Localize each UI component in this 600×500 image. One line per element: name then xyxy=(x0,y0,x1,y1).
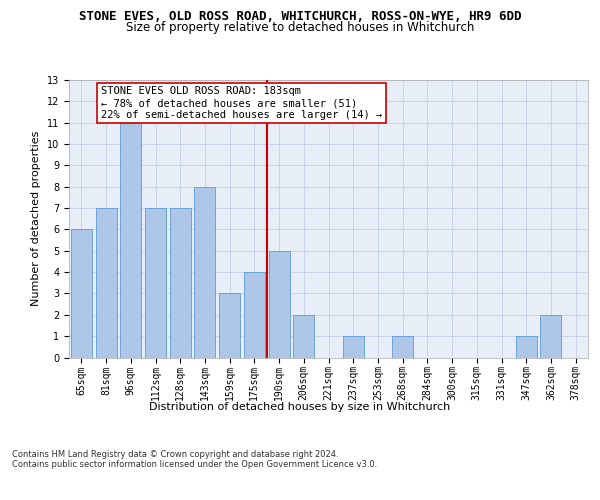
Bar xyxy=(392,336,413,357)
Bar xyxy=(145,208,166,358)
Bar xyxy=(516,336,537,357)
Bar xyxy=(170,208,191,358)
Text: Size of property relative to detached houses in Whitchurch: Size of property relative to detached ho… xyxy=(126,22,474,35)
Bar xyxy=(95,208,116,358)
Bar xyxy=(343,336,364,357)
Text: Distribution of detached houses by size in Whitchurch: Distribution of detached houses by size … xyxy=(149,402,451,412)
Text: STONE EVES OLD ROSS ROAD: 183sqm
← 78% of detached houses are smaller (51)
22% o: STONE EVES OLD ROSS ROAD: 183sqm ← 78% o… xyxy=(101,86,382,120)
Bar xyxy=(71,230,92,358)
Bar xyxy=(244,272,265,358)
Bar xyxy=(293,315,314,358)
Y-axis label: Number of detached properties: Number of detached properties xyxy=(31,131,41,306)
Text: STONE EVES, OLD ROSS ROAD, WHITCHURCH, ROSS-ON-WYE, HR9 6DD: STONE EVES, OLD ROSS ROAD, WHITCHURCH, R… xyxy=(79,10,521,23)
Bar xyxy=(194,186,215,358)
Bar xyxy=(120,122,141,358)
Bar xyxy=(269,251,290,358)
Bar xyxy=(219,294,240,358)
Bar xyxy=(541,315,562,358)
Text: Contains HM Land Registry data © Crown copyright and database right 2024.
Contai: Contains HM Land Registry data © Crown c… xyxy=(12,450,377,469)
